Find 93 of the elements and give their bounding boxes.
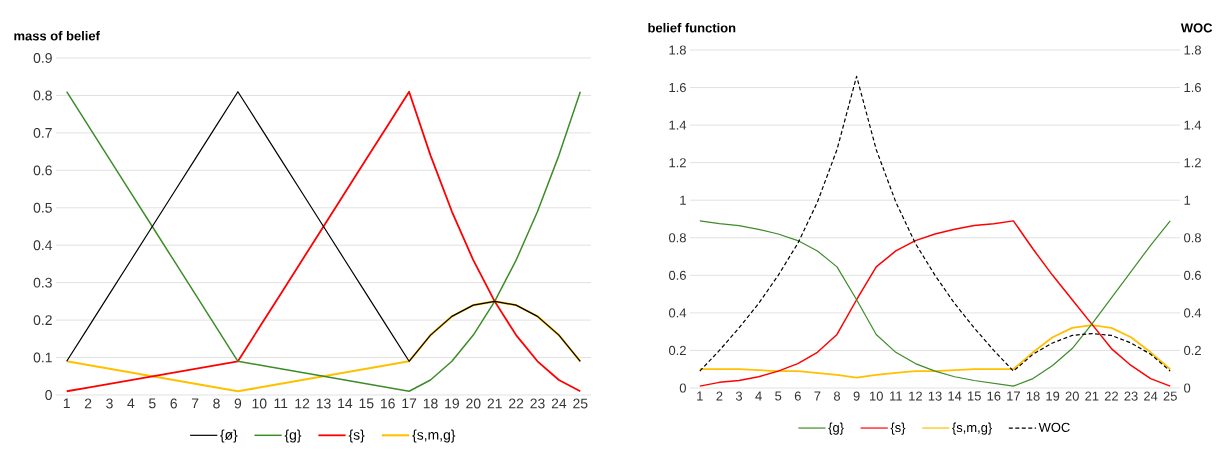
legend-label: {g} xyxy=(284,429,302,443)
x-tick-label: 1 xyxy=(697,391,703,401)
y2-axis-title: WOC xyxy=(1180,23,1213,33)
y2-tick-label: 1.2 xyxy=(1184,158,1201,168)
y2-tick-label: 1.6 xyxy=(1184,82,1201,93)
legend-label: {ø} xyxy=(220,429,238,443)
x-tick-label: 18 xyxy=(423,398,438,409)
y2-tick-label: 1.4 xyxy=(1184,120,1202,130)
x-tick-label: 24 xyxy=(1144,391,1158,401)
y2-tick-label: 1.8 xyxy=(1184,45,1201,55)
x-tick-label: 13 xyxy=(316,398,331,409)
x-tick-label: 2 xyxy=(716,391,723,401)
x-tick-label: 16 xyxy=(987,391,1001,401)
y2-tick-label: 1 xyxy=(1184,195,1191,205)
x-tick-label: 15 xyxy=(359,398,374,409)
x-tick-label: 18 xyxy=(1026,391,1040,401)
y-tick-label: 0 xyxy=(679,383,686,393)
x-tick-label: 8 xyxy=(213,398,220,409)
x-tick-label: 25 xyxy=(573,398,588,409)
x-tick-label: 7 xyxy=(191,398,199,409)
y-tick-label: 1.8 xyxy=(669,45,686,55)
x-tick-label: 6 xyxy=(794,391,801,401)
x-tick-label: 14 xyxy=(948,391,962,401)
y-tick-label: 0.5 xyxy=(33,202,52,213)
y-axis-title: mass of belief xyxy=(14,30,100,41)
x-tick-label: 19 xyxy=(445,398,459,409)
x-tick-label: 12 xyxy=(295,398,310,409)
x-tick-label: 19 xyxy=(1046,391,1060,401)
x-tick-label: 17 xyxy=(402,398,417,409)
legend-label: {s} xyxy=(348,429,365,443)
x-tick-label: 7 xyxy=(814,391,821,401)
y2-tick-label: 0 xyxy=(1184,383,1191,393)
x-tick-label: 16 xyxy=(381,398,395,409)
y-tick-label: 0.4 xyxy=(33,240,53,251)
x-tick-label: 17 xyxy=(1007,391,1020,401)
y-tick-label: 0.4 xyxy=(668,308,687,318)
y-tick-label: 0.2 xyxy=(668,345,686,356)
x-tick-label: 25 xyxy=(1163,391,1177,401)
x-tick-label: 20 xyxy=(466,398,481,409)
x-tick-label: 8 xyxy=(833,391,841,401)
x-tick-label: 9 xyxy=(853,391,860,401)
x-tick-label: 4 xyxy=(127,398,135,409)
x-tick-label: 20 xyxy=(1065,391,1079,401)
x-tick-label: 12 xyxy=(909,391,922,401)
y-tick-label: 0.2 xyxy=(33,315,52,326)
legend-label: {s,m,g} xyxy=(952,422,992,435)
legend-label: {s} xyxy=(890,422,906,435)
x-tick-label: 15 xyxy=(967,391,981,401)
y2-tick-label: 0.4 xyxy=(1184,308,1202,318)
legend-label: {s,m,g} xyxy=(412,429,456,443)
x-tick-label: 11 xyxy=(274,398,288,409)
y-tick-label: 0.1 xyxy=(33,352,52,363)
y2-tick-label: 0.6 xyxy=(1184,270,1201,280)
x-tick-label: 6 xyxy=(170,398,177,409)
y-tick-label: 1.6 xyxy=(669,82,686,93)
y-tick-label: 0.8 xyxy=(668,233,686,243)
x-tick-label: 3 xyxy=(735,391,743,401)
x-tick-label: 1 xyxy=(63,398,70,409)
x-tick-label: 22 xyxy=(509,398,524,409)
y-tick-label: 0.7 xyxy=(33,127,52,138)
x-tick-label: 13 xyxy=(928,391,942,401)
line-series xyxy=(65,300,582,393)
line-series xyxy=(699,75,1171,372)
y-tick-label: 0.3 xyxy=(33,277,52,288)
y2-tick-label: 0.2 xyxy=(1184,345,1201,356)
x-tick-label: 10 xyxy=(252,398,267,409)
x-tick-label: 5 xyxy=(148,398,156,409)
y-tick-label: 1 xyxy=(680,195,686,205)
y-tick-label: 0.8 xyxy=(33,90,52,101)
x-tick-label: 5 xyxy=(775,391,782,401)
legend-label: {g} xyxy=(828,422,844,435)
x-tick-label: 23 xyxy=(1124,391,1138,401)
y-tick-label: 0 xyxy=(45,390,52,400)
x-tick-label: 23 xyxy=(530,398,545,409)
x-tick-label: 21 xyxy=(1085,391,1099,401)
x-tick-label: 10 xyxy=(869,391,883,401)
x-tick-label: 9 xyxy=(234,398,242,409)
x-tick-label: 2 xyxy=(84,398,92,409)
y-tick-label: 1.2 xyxy=(669,158,686,168)
y-axis-title: belief function xyxy=(648,22,736,33)
y-tick-label: 0.6 xyxy=(668,270,686,280)
x-tick-label: 14 xyxy=(338,398,353,409)
x-tick-label: 21 xyxy=(487,398,502,409)
y-tick-label: 0.6 xyxy=(33,165,52,176)
legend-label: WOC xyxy=(1038,422,1070,432)
x-tick-label: 3 xyxy=(106,398,113,409)
x-tick-label: 22 xyxy=(1104,391,1118,401)
y-tick-label: 1.4 xyxy=(669,120,687,130)
y2-tick-label: 0.8 xyxy=(1184,233,1201,243)
x-tick-label: 11 xyxy=(890,391,902,401)
x-tick-label: 24 xyxy=(551,398,567,409)
x-tick-label: 4 xyxy=(755,391,762,401)
y-tick-label: 0.9 xyxy=(33,53,52,63)
